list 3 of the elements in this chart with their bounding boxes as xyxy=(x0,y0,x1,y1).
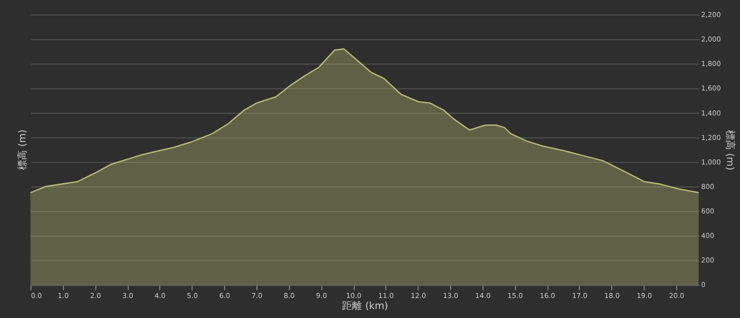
y2-axis-title: 標高 (m) xyxy=(724,130,736,170)
x-axis-title: 距離 (km) xyxy=(342,300,388,312)
y-axis-title: 標高 (m) xyxy=(16,129,29,170)
